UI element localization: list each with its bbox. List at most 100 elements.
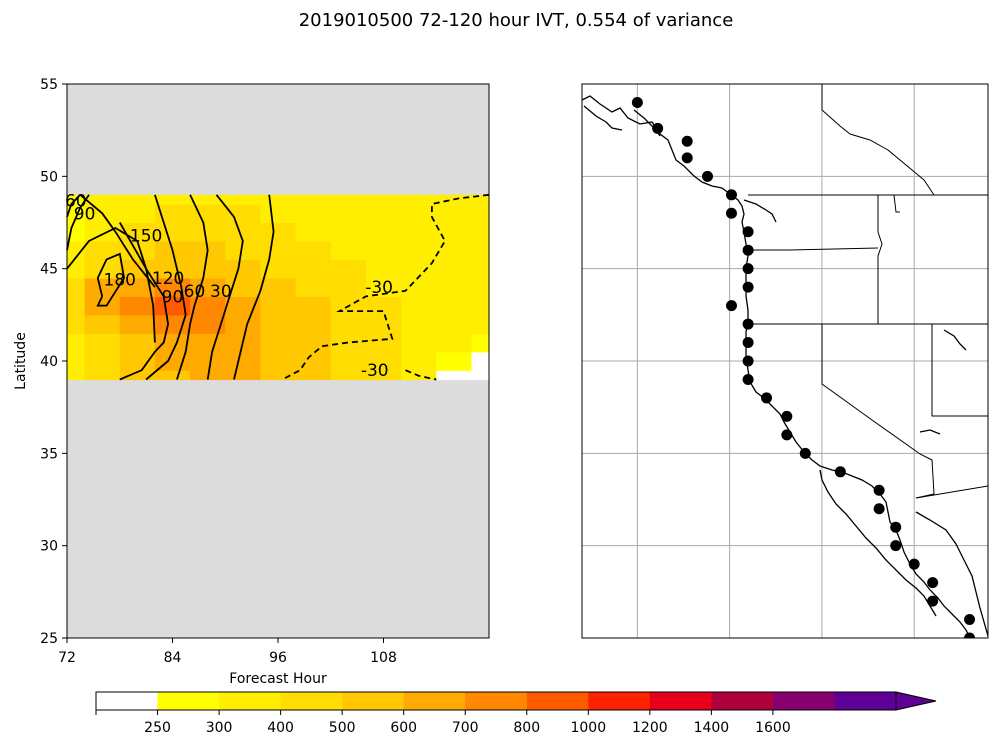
colorbar-cell: [403, 692, 466, 710]
location-point: [725, 189, 737, 201]
heatmap-cell: [295, 370, 332, 381]
heatmap-cell: [401, 259, 437, 279]
heatmap-cell: [67, 277, 86, 297]
heatmap-cell: [330, 222, 367, 242]
colorbar-frame: [95, 691, 897, 711]
heatmap-cell: [401, 351, 437, 371]
heatmap-cell: [260, 333, 297, 353]
x-tick-label: 84: [164, 650, 182, 666]
heatmap-cell: [401, 277, 437, 297]
heatmap-cell: [365, 259, 402, 279]
contour-line: [79, 194, 156, 288]
colorbar-cell: [96, 692, 159, 710]
heatmap-cell: [295, 314, 332, 334]
contour-label: 90: [162, 287, 184, 307]
heatmap-cell: [67, 296, 86, 316]
contour-label: 150: [130, 226, 162, 246]
heatmap-cell: [225, 314, 262, 334]
heatmap-cell: [119, 240, 156, 261]
colorbar-cell: [834, 692, 897, 710]
nevada-utah-border: [931, 324, 988, 417]
heatmap-cell: [330, 204, 367, 224]
heatmap-cell: [436, 296, 473, 316]
x-tick-label: 72: [58, 650, 76, 666]
contour-line: [233, 194, 275, 380]
mainland-mexico-coast: [915, 511, 988, 637]
location-point: [742, 244, 754, 256]
heatmap-cell: [330, 370, 367, 381]
colorbar-tick-label: 1600: [755, 720, 791, 736]
contour-line: [176, 194, 209, 380]
colorbar-tick-label: 1400: [694, 720, 730, 736]
colorbar-tick-label: 800: [513, 720, 540, 736]
location-point: [725, 207, 737, 219]
location-point: [725, 300, 737, 312]
heatmap-cell: [119, 296, 156, 316]
california-nevada-border: [821, 324, 935, 499]
us-mexico-border: [915, 485, 988, 499]
location-point: [742, 263, 754, 275]
heatmap-cell: [436, 259, 473, 279]
lake-outline: [919, 429, 941, 435]
heatmap-cell: [295, 222, 332, 242]
heatmap-cell: [225, 259, 262, 279]
point-markers: [631, 96, 976, 638]
heatmap-cell: [471, 259, 490, 279]
x-axis-ticks: 72 84 96 108: [58, 638, 397, 666]
heatmap-cell: [295, 204, 332, 224]
heatmap-cell: [225, 222, 262, 242]
heatmap-cell: [471, 351, 490, 371]
location-point: [681, 152, 693, 164]
heatmap-cell: [260, 204, 297, 224]
heatmap-cell: [295, 240, 332, 261]
location-point: [631, 96, 643, 108]
heatmap-cell: [401, 222, 437, 242]
location-point: [927, 577, 939, 589]
contour-line: [145, 194, 187, 381]
contour-label: -30: [365, 278, 393, 298]
heatmap-cell: [471, 370, 490, 381]
heatmap-cell: [119, 277, 156, 297]
heatmap-cell: [436, 222, 473, 242]
heatmap-cell: [436, 240, 473, 261]
contour-line: [66, 194, 90, 251]
location-point: [742, 281, 754, 293]
heatmap-cell: [365, 314, 402, 334]
heatmap-cell: [84, 240, 121, 261]
heatmap-cell: [330, 351, 367, 371]
heatmap-cell: [295, 296, 332, 316]
map-frame: [581, 83, 989, 639]
y-tick-label: 50: [40, 169, 58, 185]
figure-title: 2019010500 72-120 hour IVT, 0.554 of var…: [299, 10, 734, 31]
location-point: [652, 122, 664, 134]
contour-label: 60: [65, 191, 87, 211]
heatmap-cell: [471, 222, 490, 242]
heatmap-cell: [67, 314, 86, 334]
heatmap-cell: [190, 314, 226, 334]
heatmap-cell: [190, 333, 226, 353]
heatmap-cell: [260, 296, 297, 316]
heatmap-cell: [84, 194, 121, 205]
y-axis-ticks: 25 30 35 40 45 50 55: [40, 77, 67, 647]
heatmap-cell: [436, 351, 473, 371]
heatmap-cell: [471, 314, 490, 334]
location-point: [799, 447, 811, 459]
heatmap-cell: [260, 194, 297, 205]
heatmap-cell: [295, 194, 332, 205]
location-point: [964, 632, 976, 638]
ivt-colorbar: 250 300 400 500 600 700 800 1000 1200 1400 1600: [95, 691, 937, 736]
heatmap-cell: [67, 351, 86, 371]
location-point: [964, 614, 976, 626]
heatmap-cell: [401, 333, 437, 353]
heatmap-cell: [436, 204, 473, 224]
heatmap-cell: [190, 204, 226, 224]
y-tick-label: 55: [40, 77, 58, 93]
coastline: [582, 95, 988, 638]
heatmap-cell: [401, 240, 437, 261]
heatmap-cell: [401, 194, 437, 205]
heatmap-cell: [225, 351, 262, 371]
heatmap-cell: [436, 277, 473, 297]
contour-label: 30: [210, 282, 232, 302]
